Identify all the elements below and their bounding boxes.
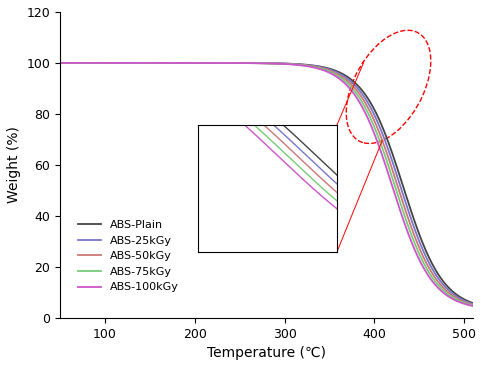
ABS-50kGy — [233, 61, 239, 65]
ABS-Plain — [418, 236, 424, 240]
ABS-75kGy — [129, 61, 135, 65]
Line: ABS-25kGy: ABS-25kGy — [60, 63, 473, 304]
ABS-Plain — [462, 298, 468, 302]
Line: ABS-100kGy: ABS-100kGy — [60, 63, 473, 306]
ABS-25kGy — [129, 61, 135, 65]
ABS-100kGy — [215, 61, 221, 65]
ABS-75kGy — [215, 61, 221, 65]
ABS-75kGy — [57, 61, 63, 65]
ABS-75kGy — [233, 61, 239, 65]
ABS-50kGy — [215, 61, 221, 65]
Legend: ABS-Plain, ABS-25kGy, ABS-50kGy, ABS-75kGy, ABS-100kGy: ABS-Plain, ABS-25kGy, ABS-50kGy, ABS-75k… — [74, 216, 183, 297]
ABS-25kGy — [418, 242, 424, 247]
ABS-25kGy — [57, 61, 63, 65]
ABS-50kGy — [462, 300, 468, 304]
ABS-75kGy — [470, 303, 476, 308]
ABS-100kGy — [462, 302, 468, 306]
Line: ABS-75kGy: ABS-75kGy — [60, 63, 473, 305]
ABS-Plain — [129, 61, 135, 65]
ABS-75kGy — [105, 61, 110, 65]
ABS-50kGy — [57, 61, 63, 65]
ABS-75kGy — [462, 301, 468, 305]
Line: ABS-50kGy: ABS-50kGy — [60, 63, 473, 305]
ABS-25kGy — [470, 302, 476, 306]
ABS-100kGy — [105, 61, 110, 65]
ABS-100kGy — [470, 304, 476, 308]
ABS-25kGy — [215, 61, 221, 65]
ABS-100kGy — [57, 61, 63, 65]
ABS-50kGy — [129, 61, 135, 65]
ABS-50kGy — [105, 61, 110, 65]
ABS-Plain — [233, 61, 239, 65]
ABS-100kGy — [233, 61, 239, 65]
ABS-75kGy — [418, 255, 424, 259]
ABS-50kGy — [418, 249, 424, 253]
X-axis label: Temperature (℃): Temperature (℃) — [207, 346, 326, 360]
ABS-Plain — [470, 301, 476, 305]
ABS-Plain — [215, 61, 221, 65]
ABS-25kGy — [105, 61, 110, 65]
Y-axis label: Weight (%): Weight (%) — [7, 126, 21, 203]
ABS-50kGy — [470, 303, 476, 307]
ABS-100kGy — [129, 61, 135, 65]
Line: ABS-Plain: ABS-Plain — [60, 63, 473, 303]
ABS-100kGy — [418, 260, 424, 265]
ABS-Plain — [57, 61, 63, 65]
ABS-Plain — [105, 61, 110, 65]
ABS-25kGy — [233, 61, 239, 65]
ABS-25kGy — [462, 299, 468, 303]
